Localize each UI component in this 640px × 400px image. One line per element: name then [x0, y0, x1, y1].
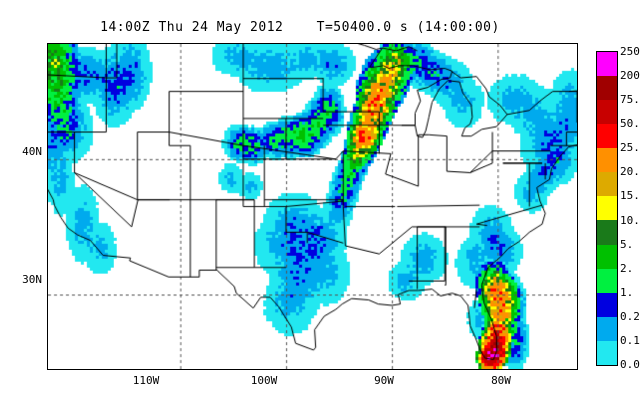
colorbar-band-20.: [597, 172, 617, 197]
colorbar: [596, 51, 618, 366]
lon-tick-90W: 90W: [374, 374, 394, 387]
colorbar-band-0.10: [597, 340, 617, 365]
colorbar-band-1.: [597, 292, 617, 317]
colorbar-band-250.: [597, 52, 617, 77]
colorbar-tick-50.: 50.: [620, 117, 640, 131]
lon-tick-110W: 110W: [132, 374, 160, 387]
colorbar-band-25.: [597, 148, 617, 173]
colorbar-tick-0.01: 0.01: [620, 358, 640, 371]
colorbar-tick-labels: 250. 200. 75. 50. 25. 20. 15. 10. 5. 2. 1. 0.25 0.10…: [620, 43, 640, 383]
colorbar-tick-5.: 5.: [620, 237, 634, 251]
colorbar-tick-25.: 25.: [620, 141, 640, 155]
colorbar-tick-250.: 250.: [620, 45, 640, 58]
colorbar-band-200.: [597, 76, 617, 101]
colorbar-tick-0.25: 0.25: [620, 309, 640, 323]
figure-title: 14:00Z Thu 24 May 2012 T=50400.0 s (14:0…: [100, 20, 500, 35]
colorbar-band-5.: [597, 244, 617, 269]
colorbar-band-2.: [597, 268, 617, 293]
colorbar-tick-2.: 2.: [620, 261, 634, 275]
precipitation-map-canvas: [48, 44, 577, 369]
lon-tick-100W: 100W: [250, 374, 278, 387]
colorbar-band-15.: [597, 196, 617, 221]
colorbar-tick-0.10: 0.10: [620, 333, 640, 347]
lat-tick-30N: 30N: [22, 273, 42, 286]
colorbar-band-50.: [597, 124, 617, 149]
colorbar-tick-10.: 10.: [620, 213, 640, 227]
colorbar-band-75.: [597, 100, 617, 125]
colorbar-band-10.: [597, 220, 617, 245]
lon-tick-80W: 80W: [491, 374, 511, 387]
colorbar-tick-20.: 20.: [620, 165, 640, 179]
colorbar-tick-75.: 75.: [620, 93, 640, 107]
lat-tick-40N: 40N: [22, 145, 42, 158]
colorbar-band-0.25: [597, 316, 617, 341]
colorbar-tick-15.: 15.: [620, 189, 640, 203]
colorbar-tick-1.: 1.: [620, 285, 634, 299]
colorbar-tick-200.: 200.: [620, 69, 640, 83]
map-frame: [47, 43, 578, 370]
